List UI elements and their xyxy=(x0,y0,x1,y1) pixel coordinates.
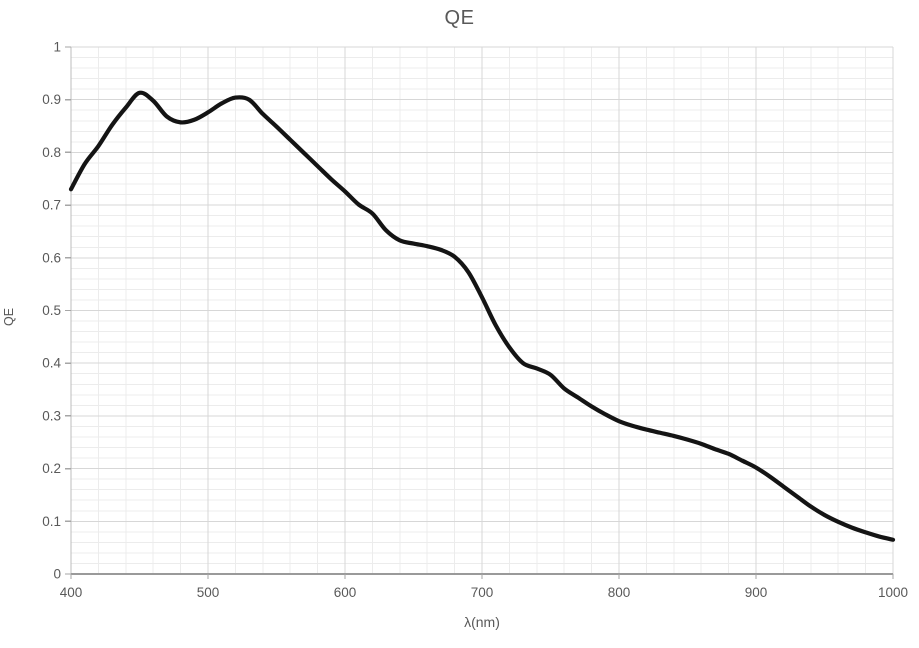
y-axis-title: QE xyxy=(2,307,16,327)
x-tick-label: 600 xyxy=(334,585,357,600)
y-tick-label: 1 xyxy=(53,40,61,55)
y-tick-label: 0.2 xyxy=(42,461,61,476)
y-tick-label: 0.5 xyxy=(42,303,61,318)
y-tick-label: 0.9 xyxy=(42,92,61,107)
y-tick-label: 0.1 xyxy=(42,514,61,529)
x-tick-label: 700 xyxy=(471,585,494,600)
y-tick-label: 0.6 xyxy=(42,250,61,265)
qe-curve xyxy=(68,90,896,542)
x-tick-label: 500 xyxy=(197,585,220,600)
x-tick-label: 900 xyxy=(745,585,768,600)
chart-title: QE xyxy=(444,7,475,29)
y-tick-label: 0 xyxy=(53,567,61,582)
x-axis-title: λ(nm) xyxy=(464,614,500,630)
x-tick-label: 1000 xyxy=(878,585,908,600)
y-tick-label: 0.7 xyxy=(42,198,61,213)
y-tick-label: 0.3 xyxy=(42,408,61,423)
x-tick-label: 400 xyxy=(60,585,83,600)
y-tick-label: 0.8 xyxy=(42,145,61,160)
y-tick-label: 0.4 xyxy=(42,356,61,371)
x-tick-label: 800 xyxy=(608,585,631,600)
